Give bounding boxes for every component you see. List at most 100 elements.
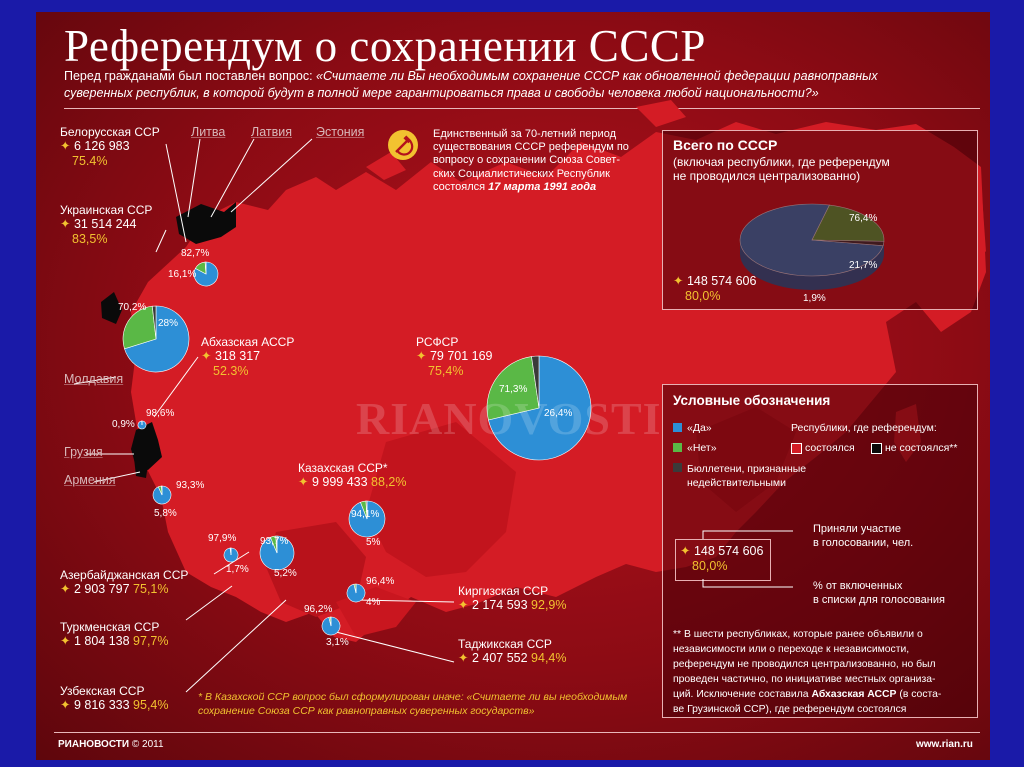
pie-slice-kazakhstan-invalid bbox=[365, 500, 368, 520]
republic-byelorussia: Белорусская ССР ✦ 6 126 983 75.4% bbox=[60, 125, 160, 169]
pie-label-no: 5% bbox=[366, 537, 381, 548]
pie-label-yes: 94,1% bbox=[351, 509, 380, 520]
pie-label-yes: 96,2% bbox=[304, 604, 333, 615]
total-participants: ✦ 148 574 606 bbox=[673, 274, 757, 288]
pie-slice-ukraine-invalid bbox=[151, 305, 157, 340]
pie-slice-ukraine-yes bbox=[124, 305, 190, 373]
republic-azerbaijan: Азербайджанская ССР ✦ 2 903 797 75,1% bbox=[60, 568, 188, 597]
republic-tajikistan: Таджикская ССР ✦ 2 407 552 94,4% bbox=[458, 637, 567, 666]
pie-slice-byelorussia-yes bbox=[193, 261, 219, 287]
republic-name: Казахская ССР* bbox=[298, 461, 388, 475]
total-note: (включая республики, где референдум не п… bbox=[673, 155, 890, 183]
footnote-kazakhstan: * В Казахской ССР вопрос был сформулиров… bbox=[198, 690, 627, 718]
infographic-card: Референдум о сохранении СССР Перед гражд… bbox=[36, 12, 990, 760]
footer-brand: РИАНОВОСТИ © 2011 bbox=[58, 739, 164, 750]
footnote-line: ** В шести республиках, которые ранее об… bbox=[673, 629, 923, 640]
map-pies bbox=[122, 261, 592, 636]
intro-note: Единственный за 70-летний период существ… bbox=[433, 128, 663, 194]
pie-label-yes: 71,3% bbox=[499, 384, 528, 395]
intro-line: состоялся 17 марта 1991 года bbox=[433, 181, 663, 194]
label-georgia: Грузия bbox=[64, 445, 103, 459]
referendum-date: 17 марта 1991 года bbox=[488, 180, 597, 193]
republic-kazakhstan: Казахская ССР* ✦ 9 999 433 88,2% bbox=[298, 461, 407, 490]
total-no-label: 21,7% bbox=[849, 260, 878, 271]
participants: ✦ 318 317 bbox=[201, 349, 261, 363]
participants: ✦ 79 701 169 bbox=[416, 349, 493, 363]
pie-slice-uzbekistan-invalid bbox=[275, 535, 278, 554]
legend-invalid-line: недействительными bbox=[687, 477, 786, 489]
pie-label-no: 28% bbox=[158, 318, 179, 329]
republic-name: Украинская ССР bbox=[60, 203, 153, 217]
republic-turkmenistan: Туркменская ССР ✦ 1 804 138 97,7% bbox=[60, 620, 169, 649]
republic-kirghizia: Киргизская ССР ✦ 2 174 593 92,9% bbox=[458, 584, 567, 613]
total-turnout: 80,0% bbox=[685, 289, 721, 303]
pie-slice-ukraine-no bbox=[122, 305, 157, 350]
subtitle-question: «Считаете ли Вы необходимым сохранение С… bbox=[64, 69, 878, 100]
legend-pct-of-line: в списки для голосования bbox=[813, 594, 945, 606]
pie-label-no: 0,9% bbox=[112, 419, 135, 430]
participants-value: 2 903 797 bbox=[73, 582, 130, 596]
footnote-line: ве Грузинской ССР), где референдум состо… bbox=[673, 704, 907, 715]
republic-name: Туркменская ССР bbox=[60, 620, 160, 634]
participants: ✦ 9 999 433 88,2% bbox=[298, 475, 407, 489]
pie-label-yes: 93,3% bbox=[176, 480, 205, 491]
republic-name: Азербайджанская ССР bbox=[60, 568, 189, 582]
pie-label-yes: 70,2% bbox=[118, 302, 147, 313]
total-yes-label: 76,4% bbox=[849, 213, 878, 224]
brand-name: РИАНОВОСТИ bbox=[58, 739, 130, 750]
footnote-line: ций. Исключение составила Абхазская АССР… bbox=[673, 687, 941, 702]
participants: ✦ 2 903 797 75,1% bbox=[60, 582, 169, 596]
legend-republics-heading: Республики, где референдум: bbox=[791, 422, 937, 434]
legend-example-percent: 80,0% bbox=[692, 559, 728, 573]
participants-value: 2 407 552 bbox=[471, 651, 528, 665]
participants: ✦ 2 407 552 94,4% bbox=[458, 651, 567, 665]
label-latvia: Латвия bbox=[251, 125, 292, 139]
pie-label-no: 4% bbox=[366, 597, 381, 608]
turnout-percent: 97,7% bbox=[133, 634, 169, 648]
legend-took-part-line: в голосовании, чел. bbox=[813, 537, 914, 549]
label-estonia: Эстония bbox=[316, 125, 365, 139]
pie-slice-rsfsr-yes bbox=[488, 355, 592, 461]
footer-url[interactable]: www.rian.ru bbox=[916, 739, 973, 750]
total-note-line: (включая республики, где референдум bbox=[673, 155, 890, 169]
legend-not-held-swatch bbox=[871, 443, 882, 454]
legend-invalid-label: Бюллетени, признанные недействительными bbox=[687, 462, 806, 490]
label-armenia: Армения bbox=[64, 473, 116, 487]
intro-line: вопросу о сохранении Союза Совет- bbox=[433, 154, 620, 167]
footer-divider bbox=[54, 732, 980, 733]
total-note-line: не проводился централизованно) bbox=[673, 169, 861, 183]
participants-value: 6 126 983 bbox=[73, 139, 130, 153]
subtitle-lead: Перед гражданами был поставлен вопрос: bbox=[64, 69, 317, 83]
turnout-percent: 94,4% bbox=[531, 651, 567, 665]
footnote-line: независимости или о переходе к независим… bbox=[673, 644, 910, 655]
turnout-percent: 95,4% bbox=[133, 698, 169, 712]
label-moldova: Молдавия bbox=[64, 372, 124, 386]
republic-name: Киргизская ССР bbox=[458, 584, 549, 598]
pie-label-no: 16,1% bbox=[168, 269, 197, 280]
republic-name: Узбекская ССР bbox=[60, 684, 145, 698]
total-heading: Всего по СССР bbox=[673, 137, 778, 153]
copyright: © 2011 bbox=[131, 739, 164, 750]
leader-lines bbox=[73, 138, 455, 693]
legend-no-swatch bbox=[673, 443, 682, 452]
legend-example-participants-value: 148 574 606 bbox=[693, 544, 764, 558]
participants: ✦ 9 816 333 95,4% bbox=[60, 698, 169, 712]
participants-value: 2 174 593 bbox=[471, 598, 528, 612]
legend-pct-of: % от включенных в списки для голосования bbox=[813, 579, 945, 607]
legend-took-part: Приняли участие в голосовании, чел. bbox=[813, 522, 913, 550]
pie-label-yes: 93,7% bbox=[260, 536, 289, 547]
pie-label-yes: 82,7% bbox=[181, 248, 210, 259]
legend-not-held-label: не состоялся** bbox=[885, 442, 958, 454]
legend-invalid-swatch bbox=[673, 463, 682, 472]
legend-held-label: состоялся bbox=[805, 442, 855, 454]
turnout-percent: 92,9% bbox=[531, 598, 567, 612]
footnote-bold: Абхазская АССР bbox=[811, 689, 897, 700]
footnote-text: (в соста- bbox=[896, 689, 942, 700]
intro-line: ских Социалистических Республик bbox=[433, 167, 610, 180]
pie-slice-azerbaijan-invalid bbox=[161, 485, 163, 496]
participants: ✦ 1 804 138 97,7% bbox=[60, 634, 169, 648]
legend-invalid-line: Бюллетени, признанные bbox=[687, 463, 807, 475]
legend-pct-of-line: % от включенных bbox=[813, 580, 903, 592]
total-panel: Всего по СССР (включая республики, где р… bbox=[662, 130, 978, 310]
turnout-percent: 83,5% bbox=[72, 232, 108, 246]
